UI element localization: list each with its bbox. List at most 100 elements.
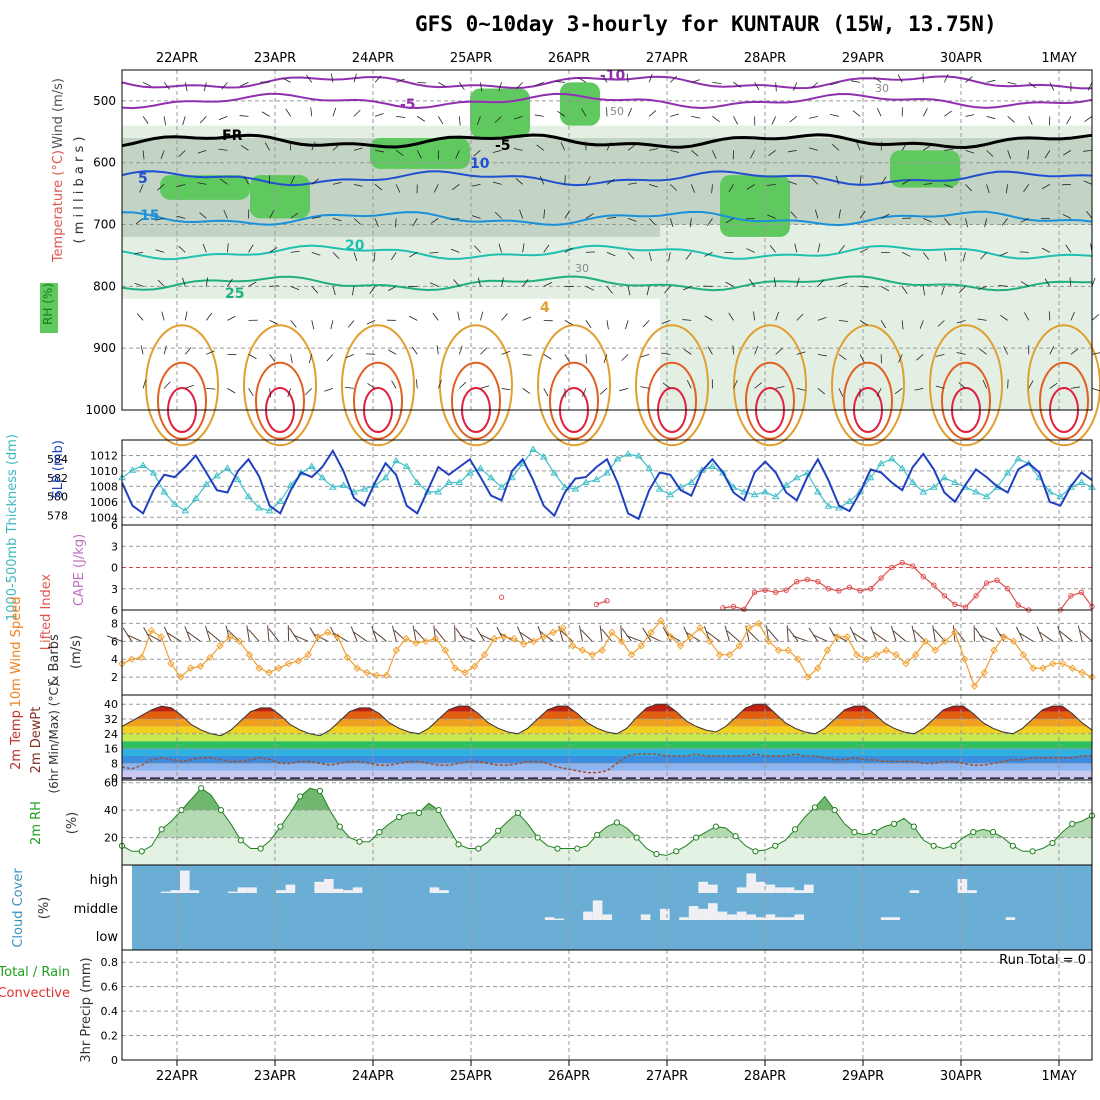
wind-speed-point <box>980 668 988 677</box>
wind-barb-10m <box>601 628 613 642</box>
bottom-date-label: 29APR <box>842 1069 884 1084</box>
wind-barb <box>433 184 439 193</box>
cloud-high-bar <box>352 887 363 893</box>
wind-barb <box>897 74 903 83</box>
upper-air-panel: -10 -5 FR -5 5 10 15 20 25 4 30 50 30 500 600 700 800 900… <box>40 68 1100 447</box>
wind-barb <box>157 184 165 191</box>
thickness-point <box>613 454 622 462</box>
warm-contour-30 <box>647 361 697 440</box>
wind-speed-point <box>392 646 401 654</box>
wind-barb <box>437 116 444 125</box>
thickness-point <box>908 478 917 485</box>
wind-barb <box>182 277 186 287</box>
wind-speed-point <box>245 651 254 659</box>
rh-point <box>1029 848 1036 855</box>
wind-barb <box>1041 184 1051 190</box>
wind-barb <box>366 353 376 355</box>
wind-barb <box>965 149 975 154</box>
wind-barb <box>1003 346 1009 355</box>
wind-barb <box>914 387 924 391</box>
rh-point <box>138 848 145 855</box>
wind-barb <box>771 116 777 125</box>
wind-barb <box>919 320 924 329</box>
wind-barb <box>754 82 760 91</box>
wind-barb <box>916 354 924 361</box>
wind-barb <box>290 285 300 291</box>
wind-barb <box>935 353 945 357</box>
temp-band <box>122 719 1092 727</box>
wind-speed-line <box>121 619 1093 688</box>
wind-barb <box>311 216 321 219</box>
slp-tick-label: 1008 <box>90 480 118 493</box>
wind-speed-point <box>804 673 812 681</box>
slp-line <box>121 448 1093 521</box>
wind-barb-10m <box>455 627 466 642</box>
wind-barb <box>330 320 334 330</box>
wind-barb <box>628 182 638 185</box>
rh-point <box>1069 820 1076 827</box>
rh-legend-swatch <box>40 283 58 333</box>
cloud-high-bar <box>343 890 353 893</box>
thickness-point <box>919 487 928 495</box>
thickness-point <box>782 481 791 488</box>
li-tick-label: 3 <box>111 540 118 553</box>
wind-barb <box>627 217 637 222</box>
wind-barb <box>202 243 207 253</box>
precip-y-labels: Total / Rain Convective 3hr Precip (mm) … <box>0 953 1086 1063</box>
wind-barb <box>648 218 656 226</box>
rh-point <box>336 823 343 830</box>
precip-tick-label: 0.4 <box>101 1005 119 1018</box>
wind-speed-point <box>892 651 900 659</box>
pressure-tick-label: 700 <box>93 218 116 232</box>
thickness-point <box>708 462 717 469</box>
cloud-high-bar <box>180 870 190 893</box>
cloud-mid-bar <box>602 914 612 920</box>
thickness-point <box>149 469 158 476</box>
wind-barb <box>977 285 987 290</box>
wind-barb <box>682 285 692 291</box>
wind-barb <box>856 141 861 151</box>
wind-barb <box>311 178 320 185</box>
wind-barb <box>290 176 295 185</box>
wind-barb <box>345 353 355 359</box>
wind-barb <box>661 319 671 324</box>
wind-barb-10m <box>187 631 201 642</box>
wind-barb <box>543 354 552 360</box>
wind-speed-point <box>764 637 773 646</box>
wind-barb <box>859 210 866 219</box>
wind-barb <box>498 243 502 253</box>
wind-barb <box>218 115 228 120</box>
wind-barb <box>453 279 460 287</box>
cloud-high-bar <box>429 887 440 893</box>
thickness-point <box>1067 483 1075 490</box>
wind-speed-point <box>696 624 704 632</box>
wind-speed-point <box>568 642 577 650</box>
wind-barb <box>606 320 609 330</box>
cloud-high-bar <box>247 887 257 893</box>
wind-speed-point <box>882 646 890 654</box>
warm-contour-30 <box>451 361 501 440</box>
wind-barb <box>790 211 798 219</box>
wind-barb-10m <box>434 628 446 642</box>
wind-barb <box>287 388 292 398</box>
rh-line <box>121 787 1093 856</box>
wind-barb <box>810 82 819 89</box>
upper-wind-label: Wind (m/s) <box>51 78 66 149</box>
warm-contour-30 <box>1039 361 1089 440</box>
thickness-point <box>761 487 770 495</box>
wind-barb <box>239 115 249 117</box>
wind-barb <box>564 320 573 326</box>
wind-barb-10m <box>350 626 358 642</box>
rh-point <box>653 850 660 858</box>
precip-conv-label: Convective <box>0 986 70 1001</box>
wind-barb-10m <box>979 634 995 642</box>
wind-barb-10m <box>1019 632 1034 642</box>
wind-barb <box>451 184 460 191</box>
slp-tick-label: 1010 <box>90 465 118 478</box>
top-date-label: 28APR <box>744 51 786 66</box>
wind-barb <box>290 250 300 253</box>
cloud-high-bar <box>285 884 296 893</box>
wind-barb <box>585 320 592 328</box>
wind-speed-point <box>373 671 381 680</box>
temp-tick-label: 40 <box>104 698 118 711</box>
